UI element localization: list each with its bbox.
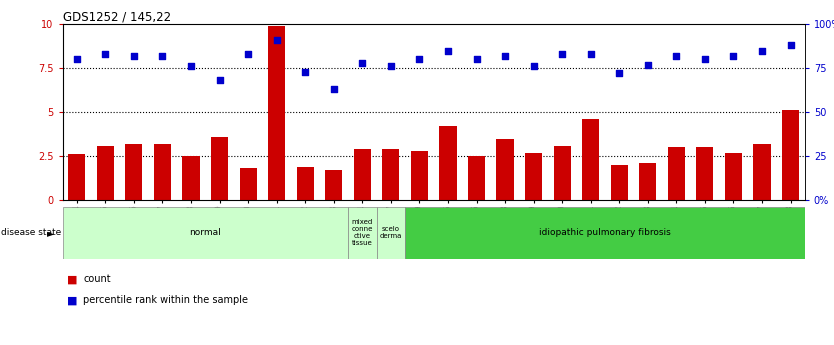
Bar bbox=[268, 26, 285, 200]
Point bbox=[698, 57, 711, 62]
Point bbox=[98, 51, 112, 57]
Point bbox=[612, 71, 626, 76]
Bar bbox=[582, 119, 600, 200]
Bar bbox=[97, 146, 114, 200]
Point bbox=[184, 63, 198, 69]
Bar bbox=[354, 149, 371, 200]
Text: scelo
derma: scelo derma bbox=[379, 226, 402, 239]
Bar bbox=[382, 149, 399, 200]
Point bbox=[70, 57, 83, 62]
Bar bbox=[183, 156, 199, 200]
Point bbox=[413, 57, 426, 62]
Point bbox=[156, 53, 169, 59]
Bar bbox=[440, 126, 456, 200]
Point bbox=[499, 53, 512, 59]
Point bbox=[784, 42, 797, 48]
Bar bbox=[325, 170, 342, 200]
Point bbox=[384, 63, 398, 69]
Point bbox=[670, 53, 683, 59]
Text: ■: ■ bbox=[67, 275, 78, 284]
Point bbox=[726, 53, 740, 59]
Point bbox=[641, 62, 655, 67]
Bar bbox=[63, 207, 348, 259]
Text: normal: normal bbox=[189, 228, 221, 237]
Point bbox=[555, 51, 569, 57]
Point bbox=[756, 48, 769, 53]
Text: idiopathic pulmonary fibrosis: idiopathic pulmonary fibrosis bbox=[539, 228, 671, 237]
Point bbox=[470, 57, 483, 62]
Bar bbox=[125, 144, 143, 200]
Bar bbox=[411, 151, 428, 200]
Bar bbox=[297, 167, 314, 200]
Text: mixed
conne
ctive
tissue: mixed conne ctive tissue bbox=[352, 219, 373, 246]
Bar bbox=[668, 147, 685, 200]
Bar bbox=[696, 147, 713, 200]
Bar bbox=[154, 144, 171, 200]
Bar bbox=[753, 144, 771, 200]
Bar bbox=[211, 137, 229, 200]
Point bbox=[355, 60, 369, 66]
Point bbox=[527, 63, 540, 69]
Text: ■: ■ bbox=[67, 295, 78, 305]
Text: percentile rank within the sample: percentile rank within the sample bbox=[83, 295, 249, 305]
Bar bbox=[348, 207, 377, 259]
Bar bbox=[468, 156, 485, 200]
Bar bbox=[610, 165, 628, 200]
Bar bbox=[68, 154, 85, 200]
Text: count: count bbox=[83, 275, 111, 284]
Text: disease state: disease state bbox=[1, 228, 61, 237]
Point bbox=[299, 69, 312, 75]
Point bbox=[270, 37, 284, 43]
Bar bbox=[377, 207, 405, 259]
Bar bbox=[554, 146, 570, 200]
Bar bbox=[782, 110, 799, 200]
Bar bbox=[525, 152, 542, 200]
Point bbox=[128, 53, 141, 59]
Point bbox=[441, 48, 455, 53]
Text: GDS1252 / 145,22: GDS1252 / 145,22 bbox=[63, 10, 171, 23]
Point bbox=[241, 51, 254, 57]
Text: ►: ► bbox=[47, 228, 54, 238]
Point bbox=[327, 87, 340, 92]
Bar bbox=[239, 168, 257, 200]
Bar bbox=[405, 207, 805, 259]
Bar bbox=[725, 152, 742, 200]
Point bbox=[584, 51, 597, 57]
Point bbox=[213, 78, 226, 83]
Bar bbox=[496, 139, 514, 200]
Bar bbox=[639, 163, 656, 200]
